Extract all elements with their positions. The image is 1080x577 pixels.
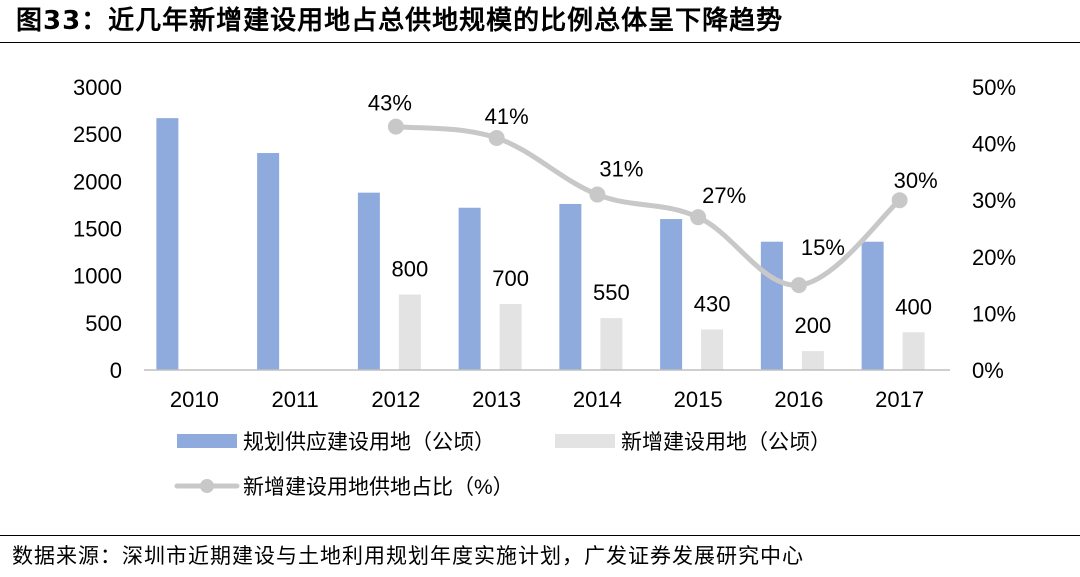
left-y-axis: 0 500 1000 1500 2000 2500 3000 [73, 75, 122, 383]
share-value-label: 30% [894, 168, 938, 193]
legend-swatch [555, 434, 615, 448]
new-construction-value-label: 550 [593, 280, 630, 305]
legend-label: 规划供应建设用地（公顷） [243, 431, 495, 454]
planned-supply-bar [760, 241, 783, 370]
new-construction-value-label: 800 [392, 257, 429, 282]
planned-supply-bar [660, 219, 683, 370]
new-construction-bar [600, 318, 623, 370]
share-value-label: 27% [702, 183, 746, 208]
share-point [891, 192, 908, 209]
chart-title: 图33：近几年新增建设用地占总供地规模的比例总体呈下降趋势 [16, 6, 784, 36]
x-axis-tick-label: 2013 [472, 387, 521, 412]
share-line [393, 124, 903, 288]
new-construction-bar [902, 332, 925, 370]
planned-supply-bar [357, 192, 380, 370]
x-axis-tick-label: 2015 [674, 387, 723, 412]
legend-swatch [177, 434, 237, 448]
share-point [488, 129, 505, 146]
left-axis-tick-label: 1000 [73, 264, 122, 289]
new-construction-bar [701, 329, 724, 370]
left-axis-tick-label: 3000 [73, 75, 122, 100]
data-labels: 800 700 550 430 200 400 43% 41% 31% 27% 15% 30% [368, 91, 938, 339]
left-axis-tick-label: 2500 [73, 122, 122, 147]
new-construction-bar [801, 351, 824, 370]
new-construction-bar [499, 303, 522, 370]
share-value-label: 43% [368, 91, 412, 116]
source-note: 数据来源：深圳市近期建设与土地利用规划年度实施计划，广发证券发展研究中心 [12, 544, 804, 568]
share-point [589, 186, 606, 203]
right-axis-tick-label: 20% [972, 245, 1016, 270]
right-axis-tick-label: 10% [972, 301, 1016, 326]
planned-supply-bar [156, 118, 179, 370]
x-axis-tick-label: 2014 [573, 387, 622, 412]
legend-label: 新增建设用地供地占比（%） [243, 476, 514, 499]
planned-supply-bar [458, 207, 481, 370]
planned-supply-bar [559, 203, 582, 370]
share-point [387, 118, 404, 135]
x-axis-tick-label: 2011 [271, 387, 318, 412]
left-axis-tick-label: 1500 [73, 217, 122, 242]
title-rule [0, 42, 1080, 43]
new-construction-value-label: 430 [694, 291, 731, 316]
legend: 规划供应建设用地（公顷） 新增建设用地（公顷） 新增建设用地供地占比（%） [174, 431, 831, 499]
left-axis-tick-label: 500 [85, 311, 122, 336]
right-axis-tick-label: 50% [972, 75, 1016, 100]
x-axis-tick-label: 2012 [371, 387, 420, 412]
right-axis-tick-label: 0% [972, 358, 1004, 383]
legend-label: 新增建设用地（公顷） [621, 431, 831, 454]
share-point [790, 277, 807, 294]
share-value-label: 31% [599, 157, 643, 182]
chart: 0 500 1000 1500 2000 2500 3000 0% 10% 20% 30% 40% 5… [73, 75, 1016, 499]
new-construction-value-label: 200 [795, 313, 832, 338]
source-rule [0, 535, 1080, 536]
left-axis-tick-label: 0 [110, 358, 122, 383]
share-value-label: 41% [485, 104, 529, 129]
x-axis: 2010 2011 2012 2013 2014 2015 2016 2017 [170, 387, 924, 412]
legend-marker [200, 479, 214, 493]
x-axis-tick-label: 2016 [774, 387, 823, 412]
right-axis-tick-label: 30% [972, 188, 1016, 213]
share-point [690, 209, 707, 226]
planned-supply-bar [861, 241, 884, 370]
x-axis-tick-label: 2017 [875, 387, 924, 412]
right-axis-tick-label: 40% [972, 132, 1016, 157]
new-construction-value-label: 700 [492, 266, 529, 291]
new-construction-bar [398, 294, 421, 370]
x-axis-tick-label: 2010 [170, 387, 219, 412]
share-value-label: 15% [801, 235, 845, 260]
new-construction-value-label: 400 [895, 294, 932, 319]
right-y-axis: 0% 10% 20% 30% 40% 50% [972, 75, 1016, 383]
planned-supply-bar [257, 153, 280, 370]
line-series [387, 118, 908, 294]
left-axis-tick-label: 2000 [73, 169, 122, 194]
